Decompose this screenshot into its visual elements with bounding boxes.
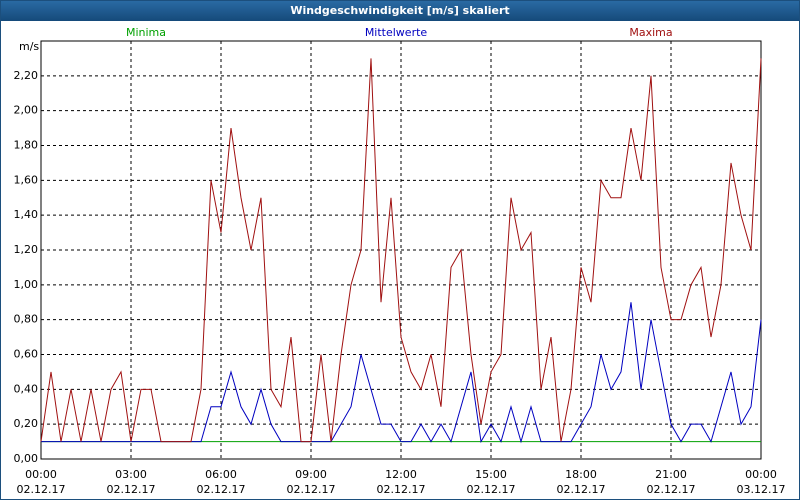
- window-title: Windgeschwindigkeit [m/s] skaliert: [1, 1, 799, 21]
- x-tick-label: 00:00: [25, 468, 57, 481]
- x-tick-label: 06:00: [205, 468, 237, 481]
- y-tick-label: 0,40: [14, 382, 39, 395]
- x-tick-date: 02.12.17: [467, 483, 516, 496]
- y-tick-label: 1,80: [14, 139, 39, 152]
- legend-label: Mittelwerte: [365, 26, 428, 39]
- chart: m/s 0,00 0,20 0,40 0,60 0,80 1,00 1,20 1,40 1,60 1…: [14, 26, 786, 496]
- y-tick-label: 0,20: [14, 417, 39, 430]
- y-tick-label: 1,40: [14, 208, 39, 221]
- y-tick-label: 0,60: [14, 348, 39, 361]
- x-tick-label: 09:00: [295, 468, 327, 481]
- x-tick-date: 02.12.17: [197, 483, 246, 496]
- y-tick-label: 1,20: [14, 243, 39, 256]
- x-tick-label: 12:00: [385, 468, 417, 481]
- y-tick-label: 0,00: [14, 452, 39, 465]
- x-tick-date: 02.12.17: [287, 483, 336, 496]
- y-axis-label: m/s: [19, 40, 39, 53]
- x-tick-date: 03.12.17: [737, 483, 786, 496]
- y-tick-label: 1,60: [14, 173, 39, 186]
- series-line: [40, 58, 762, 443]
- x-tick-label: 15:00: [475, 468, 507, 481]
- legend-label: Minima: [126, 26, 166, 39]
- x-tick-date: 02.12.17: [17, 483, 66, 496]
- x-tick-label: 21:00: [655, 468, 687, 481]
- y-tick-label: 2,00: [14, 104, 39, 117]
- x-tick-label: 03:00: [115, 468, 147, 481]
- x-tick-label: 00:00: [745, 468, 777, 481]
- legend-label: Maxima: [629, 26, 672, 39]
- x-tick-date: 02.12.17: [557, 483, 606, 496]
- x-tick-label: 18:00: [565, 468, 597, 481]
- x-tick-date: 02.12.17: [377, 483, 426, 496]
- x-tick-date: 02.12.17: [107, 483, 156, 496]
- y-tick-label: 1,00: [14, 278, 39, 291]
- y-tick-label: 2,20: [14, 69, 39, 82]
- x-tick-date: 02.12.17: [647, 483, 696, 496]
- y-tick-label: 0,80: [14, 313, 39, 326]
